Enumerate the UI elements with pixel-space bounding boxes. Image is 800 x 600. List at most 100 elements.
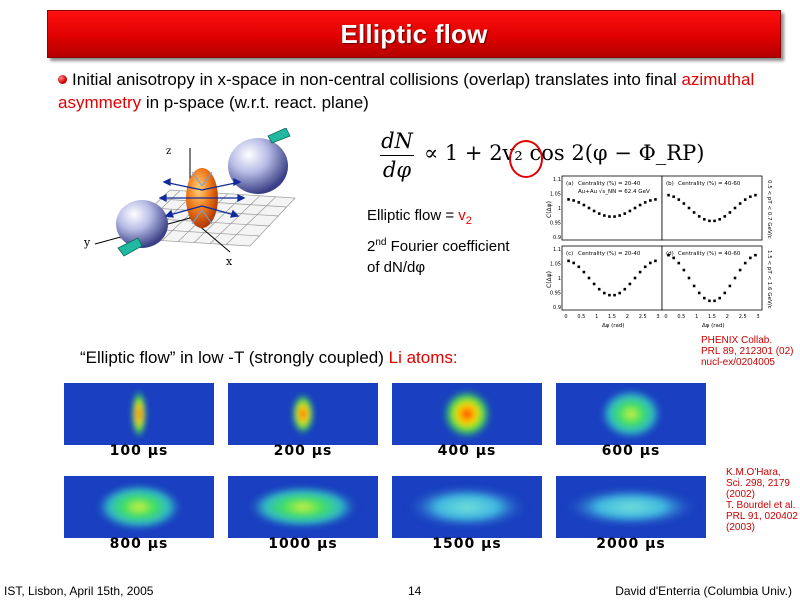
- phenix-data-point: [613, 215, 616, 218]
- expansion-frame: [392, 383, 542, 445]
- ef-line2: 2nd Fourier coefficient: [367, 237, 510, 255]
- ohara-bourdel-reference: K.M.O'Hara, Sci. 298, 2179 (2002) T. Bou…: [726, 467, 798, 533]
- atom-cloud: [95, 483, 183, 531]
- phenix-data-point: [723, 215, 727, 218]
- expansion-frame: [228, 476, 378, 538]
- formula-numerator: dN: [381, 129, 413, 153]
- phenix-xtick: 2: [626, 314, 629, 320]
- phenix-xlabel-right: Δφ (rad): [702, 323, 725, 329]
- phenix-data-point: [608, 215, 611, 218]
- phenix-ytick: 1.05: [550, 262, 561, 268]
- phenix-correlation-plot: (a) Centrality (%) = 20-40 Au+Au √s_NN =…: [546, 175, 772, 329]
- phenix-data-point: [754, 253, 757, 257]
- phenix-xtick: 2.5: [639, 314, 647, 320]
- frame-caption: 800 µs: [109, 536, 169, 552]
- formula-expression: ∝ 1 + 2v₂ cos 2(φ − Φ_RP): [424, 141, 705, 165]
- phenix-data-point: [692, 284, 696, 288]
- phenix-data-point: [728, 211, 732, 214]
- ef-line1: Elliptic flow = v2: [367, 207, 472, 227]
- phenix-data-point: [603, 291, 606, 295]
- bullet-icon: [58, 75, 67, 84]
- page-number: 14: [408, 584, 422, 598]
- phenix-data-point: [638, 203, 642, 207]
- phenix-data-point: [677, 261, 681, 265]
- fraction-bar: [380, 155, 414, 156]
- phenix-data-point: [618, 214, 621, 217]
- phenix-data-point: [567, 259, 570, 263]
- slide-title: Elliptic flow: [340, 18, 488, 49]
- phenix-data-point: [572, 199, 575, 202]
- title-bar: Elliptic flow: [47, 10, 781, 58]
- phenix-data-point: [638, 270, 642, 274]
- phenix-xtick: 0.5: [677, 314, 685, 320]
- phenix-data-point: [743, 198, 747, 201]
- flow-arrows-minor: [191, 171, 213, 225]
- phenix-data-point: [633, 206, 637, 210]
- phenix-xtick: 1.5: [608, 314, 616, 320]
- phenix-xtick: 1.5: [708, 314, 716, 320]
- phenix-data-point: [582, 203, 586, 207]
- phenix-data-point: [738, 268, 742, 272]
- phenix-data-point: [687, 206, 691, 210]
- phenix-data-point: [613, 293, 616, 297]
- phenix-data-point: [649, 199, 652, 202]
- phenix-data-point: [623, 212, 627, 215]
- axis-label-y: y: [83, 236, 91, 249]
- panel-a-sub: Au+Au √s_NN = 62.4 GeV: [578, 188, 650, 195]
- phenix-xtick: 0: [664, 314, 667, 320]
- phenix-ytick: 1: [558, 206, 561, 212]
- phenix-data-point: [692, 211, 696, 214]
- phenix-data-point: [608, 293, 611, 297]
- phenix-data-point: [577, 201, 581, 204]
- phenix-data-point: [654, 259, 657, 263]
- ef-v: v: [458, 207, 466, 224]
- axis-label-z: z: [166, 146, 171, 157]
- flow-arrows: [158, 177, 246, 218]
- phenix-data-point: [628, 209, 632, 213]
- phenix-data-point: [733, 276, 737, 280]
- phenix-ytick: 1.1: [553, 177, 561, 183]
- panel-d-label: Centrality (%) = 40-60: [678, 251, 741, 257]
- phenix-data-point: [682, 202, 686, 205]
- frame-caption: 1000 µs: [268, 536, 338, 552]
- phenix-data-point: [749, 256, 752, 260]
- phenix-ytick: 0.95: [550, 221, 561, 227]
- phenix-data-point: [738, 202, 742, 205]
- phenix-data-point: [587, 206, 591, 210]
- beam-arrow-right: [267, 128, 291, 144]
- expansion-frame: [556, 383, 706, 445]
- phenix-data-point: [587, 276, 591, 280]
- formula-denominator: dφ: [382, 158, 412, 182]
- atom-cloud: [291, 392, 315, 436]
- v2-highlight-circle: [509, 140, 543, 178]
- phenix-data-point: [628, 282, 632, 286]
- frame-caption: 600 µs: [601, 443, 661, 459]
- phenix-data-point: [592, 209, 596, 213]
- phenix-data-point: [572, 261, 575, 265]
- phenix-xtick: 2: [726, 314, 729, 320]
- phenix-data-point: [567, 198, 570, 201]
- phenix-data-point: [697, 291, 701, 295]
- frame-caption: 2000 µs: [596, 536, 666, 552]
- phenix-data-point: [708, 299, 711, 303]
- phenix-data-point: [667, 193, 670, 197]
- atom-cloud: [441, 388, 493, 440]
- phenix-xtick: 1: [695, 314, 698, 320]
- phenix-data-point: [667, 253, 670, 257]
- footer-left: IST, Lisbon, April 15th, 2005: [4, 584, 154, 598]
- beam-arrow-left: [117, 237, 143, 257]
- phenix-data-point: [718, 296, 721, 300]
- expansion-frame: [64, 476, 214, 538]
- phenix-ytick: 0.9: [553, 305, 561, 311]
- intro-text-after: in p-space (w.r.t. react. plane): [141, 93, 369, 112]
- phenix-ytick: 1: [558, 276, 561, 282]
- phenix-xtick: 3: [656, 314, 659, 320]
- phenix-data-point: [682, 268, 686, 272]
- phenix-xlabel: Δφ (rad): [602, 323, 625, 329]
- intro-text-before: Initial anisotropy in x-space in non-cen…: [72, 70, 682, 89]
- panel-b-label: Centrality (%) = 40-60: [678, 181, 741, 187]
- footer-right: David d'Enterria (Columbia Univ.): [615, 584, 792, 598]
- nucleus-left: [116, 200, 168, 248]
- ef-line3: of dN/dφ: [367, 259, 426, 276]
